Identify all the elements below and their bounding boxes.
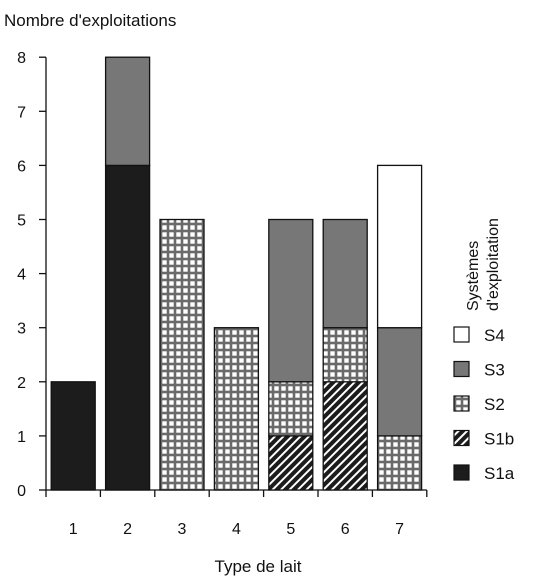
x-tick-label: 6 (341, 521, 350, 538)
bar-segment-s1a-cat-1 (50, 381, 96, 491)
x-axis-title: Type de lait (215, 557, 302, 576)
y-tick-label: 6 (17, 158, 26, 175)
legend-swatch-s4 (453, 326, 470, 343)
bar-segment-s3-cat-7 (376, 327, 423, 437)
y-tick-label: 4 (17, 267, 26, 284)
legend-label-s4: S4 (484, 326, 505, 345)
bar-segment-s4-cat-7 (376, 164, 423, 329)
legend-title-line-2: d'exploitation (485, 218, 502, 311)
bar-segment-s2-cat-4 (213, 327, 260, 491)
bar-segment-s2-cat-3 (159, 218, 205, 491)
legend-swatch-s1b (453, 429, 470, 447)
x-tick-label: 3 (178, 521, 187, 538)
y-tick-label: 8 (17, 50, 26, 67)
legend-label-s3: S3 (484, 361, 505, 380)
legend-label-s1a: S1a (484, 464, 515, 483)
bar-segment-s2-cat-6 (322, 327, 368, 383)
x-tick-label: 5 (286, 521, 295, 538)
y-tick-label: 0 (17, 483, 26, 500)
x-tick-label: 2 (123, 521, 132, 538)
y-tick-label: 3 (17, 321, 26, 338)
y-tick-label: 5 (17, 213, 26, 230)
legend-swatch-s1a (453, 464, 470, 481)
y-tick-label: 1 (17, 429, 26, 446)
bar-segment-s3-cat-6 (322, 218, 368, 329)
y-tick-label: 2 (17, 375, 26, 392)
legend-label-s2: S2 (484, 395, 505, 414)
y-axis-title: Nombre d'exploitations (4, 11, 176, 30)
legend-title: Systèmes d'exploitation (465, 218, 502, 311)
bar-segment-s1a-cat-2 (104, 164, 151, 491)
y-tick-label: 7 (17, 104, 26, 121)
x-tick-label: 1 (69, 521, 78, 538)
legend-swatch-s3 (453, 360, 470, 378)
legend-title-line-1: Systèmes (465, 241, 482, 311)
legend: S4 S3 S2 S1b S1a (453, 326, 515, 483)
bar-segment-s2-cat-5 (268, 381, 314, 437)
bars (50, 56, 423, 491)
bar-segment-s1b-cat-6 (322, 381, 368, 491)
x-tick-label: 7 (395, 521, 404, 538)
bar-segment-s1b-cat-5 (268, 435, 314, 491)
x-tick-label: 4 (232, 521, 241, 538)
legend-swatch-s2 (453, 395, 470, 412)
legend-label-s1b: S1b (484, 430, 514, 449)
bar-segment-s3-cat-2 (104, 56, 151, 167)
bar-segment-s2-cat-7 (376, 435, 423, 491)
bar-segment-s3-cat-5 (268, 218, 314, 383)
